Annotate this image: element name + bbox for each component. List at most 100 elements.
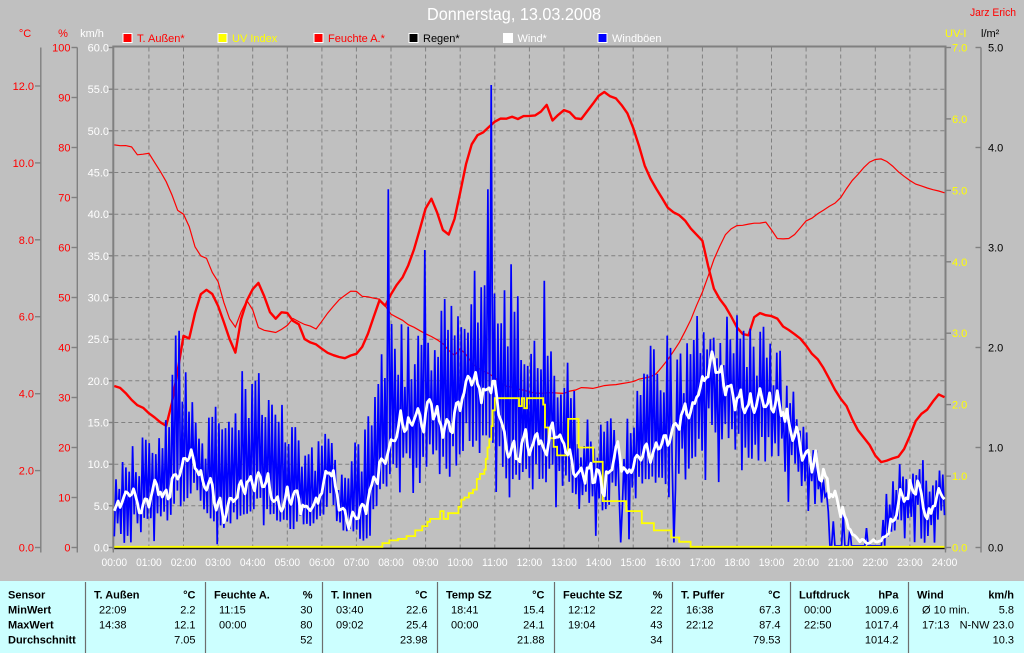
svg-text:1014.2: 1014.2 (865, 635, 899, 647)
svg-text:11:15: 11:15 (219, 605, 246, 617)
svg-text:Luftdruck: Luftdruck (799, 590, 851, 602)
svg-text:23.98: 23.98 (400, 635, 428, 647)
svg-text:T. Puffer: T. Puffer (681, 590, 725, 602)
svg-text:52: 52 (300, 635, 312, 647)
svg-text:°C: °C (183, 590, 195, 602)
svg-text:24:00: 24:00 (932, 557, 958, 569)
svg-text:Temp SZ: Temp SZ (446, 590, 492, 602)
svg-text:21.88: 21.88 (517, 635, 545, 647)
svg-text:50.0: 50.0 (88, 126, 109, 138)
svg-text:35.0: 35.0 (88, 251, 109, 263)
svg-text:°C: °C (415, 590, 427, 602)
svg-text:km/h: km/h (80, 28, 104, 40)
svg-text:T. Außen: T. Außen (94, 590, 140, 602)
svg-text:20: 20 (58, 443, 70, 455)
svg-text:19:04: 19:04 (568, 620, 596, 632)
svg-text:40.0: 40.0 (88, 209, 109, 221)
svg-text:18:00: 18:00 (724, 557, 750, 569)
svg-text:Wind*: Wind* (518, 33, 548, 45)
svg-text:5.0: 5.0 (952, 185, 967, 197)
svg-text:11:00: 11:00 (482, 557, 508, 569)
svg-text:22:00: 22:00 (863, 557, 889, 569)
svg-text:03:00: 03:00 (205, 557, 231, 569)
svg-text:08:00: 08:00 (378, 557, 404, 569)
svg-text:80: 80 (300, 620, 312, 632)
svg-text:Ø 10 min.: Ø 10 min. (922, 605, 970, 617)
svg-text:°C: °C (19, 28, 31, 40)
svg-text:2.0: 2.0 (19, 466, 34, 478)
svg-text:45.0: 45.0 (88, 168, 109, 180)
svg-text:17:00: 17:00 (690, 557, 716, 569)
svg-text:2.0: 2.0 (952, 400, 967, 412)
svg-text:00:00: 00:00 (219, 620, 247, 632)
svg-text:01:00: 01:00 (136, 557, 162, 569)
svg-text:40: 40 (58, 343, 70, 355)
svg-text:1009.6: 1009.6 (865, 605, 899, 617)
svg-text:60.0: 60.0 (88, 43, 109, 55)
svg-text:23:00: 23:00 (897, 557, 923, 569)
svg-text:12:12: 12:12 (568, 605, 596, 617)
svg-text:90: 90 (58, 93, 70, 105)
svg-text:Feuchte A.: Feuchte A. (214, 590, 270, 602)
svg-text:09:02: 09:02 (336, 620, 364, 632)
svg-text:4.0: 4.0 (988, 143, 1003, 155)
svg-text:%: % (653, 590, 663, 602)
svg-text:03:40: 03:40 (336, 605, 364, 617)
svg-text:00:00: 00:00 (102, 557, 128, 569)
svg-text:0.0: 0.0 (988, 543, 1003, 555)
svg-text:7.0: 7.0 (952, 43, 967, 55)
svg-text:22:50: 22:50 (804, 620, 832, 632)
svg-text:Feuchte A.*: Feuchte A.* (328, 33, 386, 45)
svg-text:2.0: 2.0 (988, 343, 1003, 355)
svg-text:Sensor: Sensor (8, 590, 46, 602)
svg-text:22.6: 22.6 (406, 605, 427, 617)
svg-text:T. Außen*: T. Außen* (137, 33, 185, 45)
svg-text:22: 22 (650, 605, 662, 617)
svg-text:14:38: 14:38 (99, 620, 127, 632)
svg-text:55.0: 55.0 (88, 84, 109, 96)
svg-text:%: % (303, 590, 313, 602)
svg-text:0: 0 (64, 543, 70, 555)
svg-text:16:38: 16:38 (686, 605, 714, 617)
svg-text:°C: °C (532, 590, 544, 602)
svg-text:17:13: 17:13 (922, 620, 950, 632)
svg-text:0.0: 0.0 (952, 543, 967, 555)
svg-text:10:00: 10:00 (447, 557, 473, 569)
svg-text:22:12: 22:12 (686, 620, 714, 632)
svg-text:%: % (58, 28, 68, 40)
svg-text:20.0: 20.0 (88, 376, 109, 388)
svg-text:87.4: 87.4 (759, 620, 780, 632)
svg-text:14:00: 14:00 (586, 557, 612, 569)
svg-text:3.0: 3.0 (952, 328, 967, 340)
svg-text:Jarz Erich: Jarz Erich (970, 7, 1016, 19)
svg-text:79.53: 79.53 (753, 635, 781, 647)
svg-text:19:00: 19:00 (759, 557, 785, 569)
svg-text:Durchschnitt: Durchschnitt (8, 635, 76, 647)
svg-text:13:00: 13:00 (551, 557, 577, 569)
svg-text:100: 100 (52, 43, 70, 55)
svg-text:UV-I: UV-I (945, 28, 966, 40)
svg-text:Wind: Wind (917, 590, 944, 602)
svg-text:N-NW 23.0: N-NW 23.0 (960, 620, 1014, 632)
svg-text:20:00: 20:00 (793, 557, 819, 569)
svg-text:25.4: 25.4 (406, 620, 427, 632)
svg-text:24.1: 24.1 (523, 620, 544, 632)
svg-text:Feuchte SZ: Feuchte SZ (563, 590, 623, 602)
svg-text:67.3: 67.3 (759, 605, 780, 617)
svg-text:UV Index: UV Index (232, 33, 278, 45)
svg-text:5.8: 5.8 (999, 605, 1014, 617)
svg-text:Donnerstag, 13.03.2008: Donnerstag, 13.03.2008 (427, 4, 601, 24)
svg-text:04:00: 04:00 (240, 557, 266, 569)
svg-text:70: 70 (58, 193, 70, 205)
svg-text:3.0: 3.0 (988, 243, 1003, 255)
svg-text:l/m²: l/m² (981, 28, 1000, 40)
svg-text:6.0: 6.0 (19, 312, 34, 324)
svg-text:1.0: 1.0 (952, 471, 967, 483)
svg-text:22:09: 22:09 (99, 605, 127, 617)
svg-text:60: 60 (58, 243, 70, 255)
svg-text:7.05: 7.05 (174, 635, 195, 647)
svg-text:4.0: 4.0 (19, 389, 34, 401)
svg-text:15.4: 15.4 (523, 605, 544, 617)
svg-text:5.0: 5.0 (988, 43, 1003, 55)
svg-text:21:00: 21:00 (828, 557, 854, 569)
